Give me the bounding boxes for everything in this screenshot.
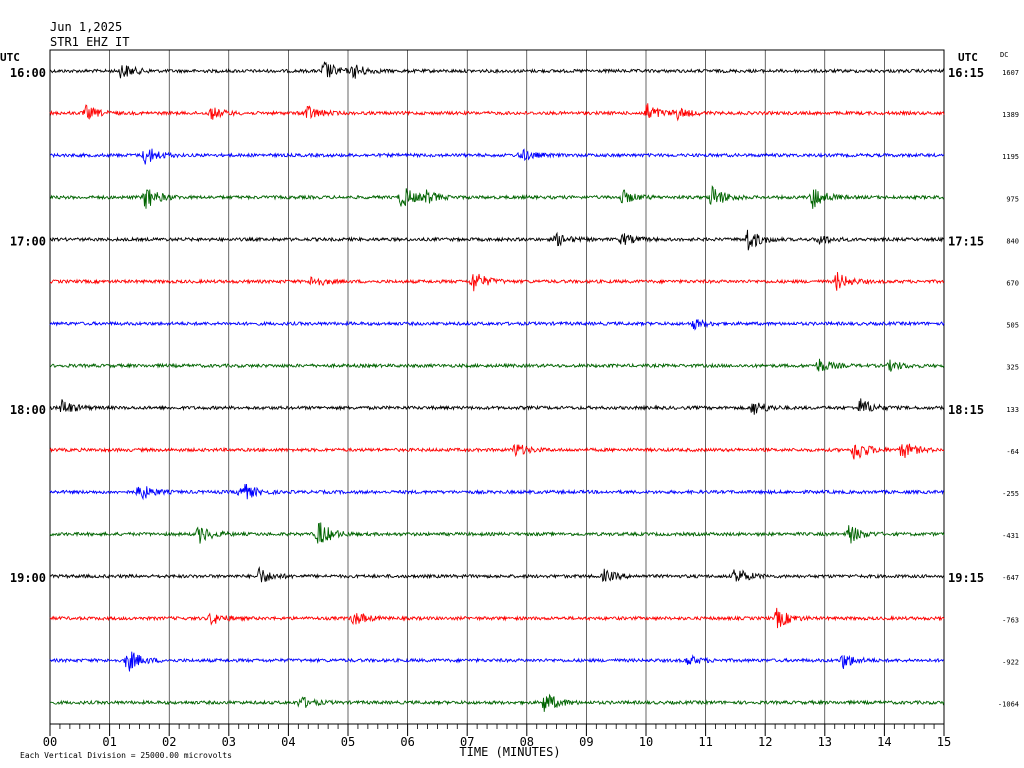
x-tick-label: 13 <box>818 735 832 749</box>
trace-start-time: 18:00 <box>10 403 46 417</box>
plot-grid <box>49 49 945 725</box>
seismic-trace <box>49 484 945 501</box>
trace-dc-offset: 1607 <box>1002 69 1019 77</box>
x-tick-label: 11 <box>698 735 712 749</box>
trace-labels: 16:00 16:15 1607 1389 1195 975 17:00 17:15 840 67… <box>10 66 1019 709</box>
x-tick-label: 12 <box>758 735 772 749</box>
trace-end-time: 17:15 <box>948 234 984 248</box>
seismic-trace <box>49 61 945 79</box>
trace-dc-offset: -431 <box>1002 532 1019 540</box>
x-axis-label: TIME (MINUTES) <box>459 745 560 759</box>
header-station: STR1 EHZ IT <box>50 35 129 49</box>
trace-dc-offset: 975 <box>1006 195 1019 203</box>
x-tick-label: 00 <box>43 735 57 749</box>
trace-dc-offset: 505 <box>1006 322 1019 330</box>
trace-start-time: 16:00 <box>10 66 46 80</box>
trace-dc-offset: 325 <box>1006 364 1019 372</box>
seismic-trace <box>49 229 945 251</box>
x-tick-label: 03 <box>222 735 236 749</box>
right-utc-label: UTC <box>958 51 978 64</box>
seismic-trace <box>49 522 945 544</box>
left-utc-label: UTC <box>0 51 20 64</box>
x-tick-label: 02 <box>162 735 176 749</box>
x-tick-label: 08 <box>520 735 534 749</box>
x-tick-label: 07 <box>460 735 474 749</box>
trace-dc-offset: 133 <box>1006 406 1019 414</box>
dc-label: DC <box>1000 51 1008 59</box>
trace-dc-offset: -1064 <box>998 701 1019 709</box>
x-tick-label: 15 <box>937 735 951 749</box>
trace-end-time: 16:15 <box>948 66 984 80</box>
trace-dc-offset: -255 <box>1002 490 1019 498</box>
seismic-trace <box>49 651 945 672</box>
x-tick-label: 01 <box>102 735 116 749</box>
plot-frame <box>49 49 945 725</box>
seismic-trace <box>49 566 945 583</box>
trace-end-time: 19:15 <box>948 571 984 585</box>
seismic-trace <box>49 103 945 122</box>
x-tick-label: 04 <box>281 735 295 749</box>
trace-start-time: 19:00 <box>10 571 46 585</box>
trace-dc-offset: 670 <box>1006 280 1019 288</box>
x-tick-label: 10 <box>639 735 653 749</box>
seismic-trace <box>49 318 945 331</box>
trace-dc-offset: -763 <box>1002 616 1019 624</box>
trace-start-time: 17:00 <box>10 234 46 248</box>
seismic-trace <box>49 358 945 372</box>
x-tick-label: 06 <box>400 735 414 749</box>
seismic-trace <box>49 271 945 292</box>
header-date: Jun 1,2025 <box>50 20 122 34</box>
seismic-trace <box>49 148 945 165</box>
x-tick-label: 14 <box>877 735 891 749</box>
seismic-traces <box>49 61 945 712</box>
seismic-trace <box>49 185 945 209</box>
trace-dc-offset: 1389 <box>1002 111 1019 119</box>
trace-dc-offset: -922 <box>1002 658 1019 666</box>
trace-dc-offset: 840 <box>1006 237 1019 245</box>
trace-end-time: 18:15 <box>948 403 984 417</box>
time-axis: 00 01 02 03 04 05 06 07 08 09 10 11 12 13 14 15 <box>43 724 951 749</box>
scale-note: Each Vertical Division = 25000.00 microv… <box>20 751 232 760</box>
trace-dc-offset: -64 <box>1006 448 1019 456</box>
seismic-trace <box>49 693 945 712</box>
x-tick-label: 09 <box>579 735 593 749</box>
trace-dc-offset: 1195 <box>1002 153 1019 161</box>
seismic-trace <box>49 398 945 415</box>
seismic-trace <box>49 607 945 629</box>
seismic-trace <box>49 443 945 460</box>
x-tick-label: 05 <box>341 735 355 749</box>
trace-dc-offset: -647 <box>1002 574 1019 582</box>
